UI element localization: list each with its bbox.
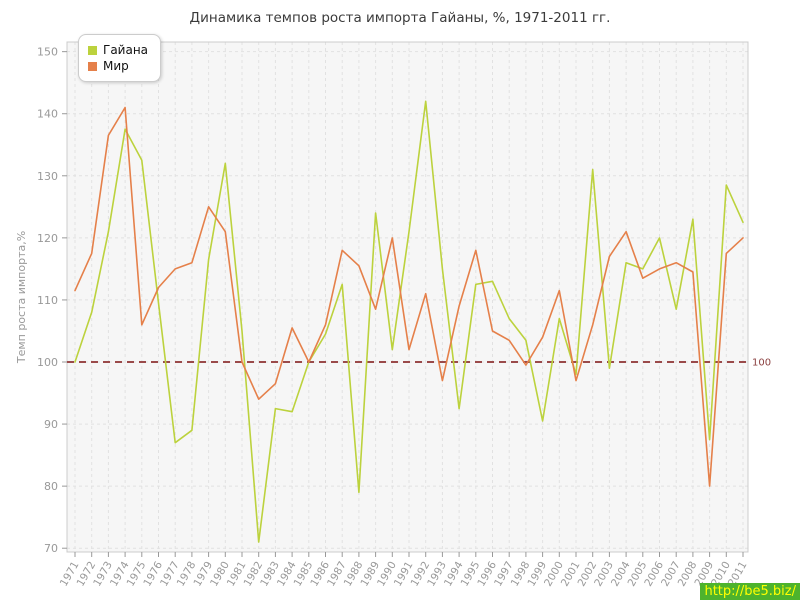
y-axis-tick-label: 110 <box>37 294 58 307</box>
legend-swatch-guyana-icon <box>88 45 97 55</box>
y-axis-tick-label: 140 <box>37 108 58 121</box>
legend-item-guyana: Гайана <box>88 43 148 57</box>
y-axis-tick-label: 130 <box>37 170 58 183</box>
series-line-world <box>74 106 744 487</box>
chart-title: Динамика темпов роста импорта Гайаны, %,… <box>189 10 611 26</box>
y-axis-tick-label: 150 <box>37 46 58 59</box>
y-axis-tick-label: 80 <box>44 480 58 493</box>
reference-line-label: 100 <box>752 358 771 369</box>
legend: Гайана Мир <box>78 34 162 82</box>
legend-label-guyana: Гайана <box>103 43 149 57</box>
y-axis-tick-label: 100 <box>37 356 58 369</box>
y-axis-tick-label: 90 <box>44 418 58 431</box>
y-axis-tick-label: 120 <box>37 232 58 245</box>
legend-swatch-world-icon <box>88 61 97 71</box>
plot-background <box>67 42 748 552</box>
legend-label-world: Мир <box>103 59 129 73</box>
y-axis-tick-label: 70 <box>44 542 58 555</box>
legend-item-world: Мир <box>88 59 148 73</box>
series-line-guyana <box>74 100 744 543</box>
plot-border <box>66 41 749 553</box>
y-axis-title: Темп роста импорта,% <box>15 231 28 364</box>
watermark-link[interactable]: http://be5.biz/ <box>700 583 800 600</box>
